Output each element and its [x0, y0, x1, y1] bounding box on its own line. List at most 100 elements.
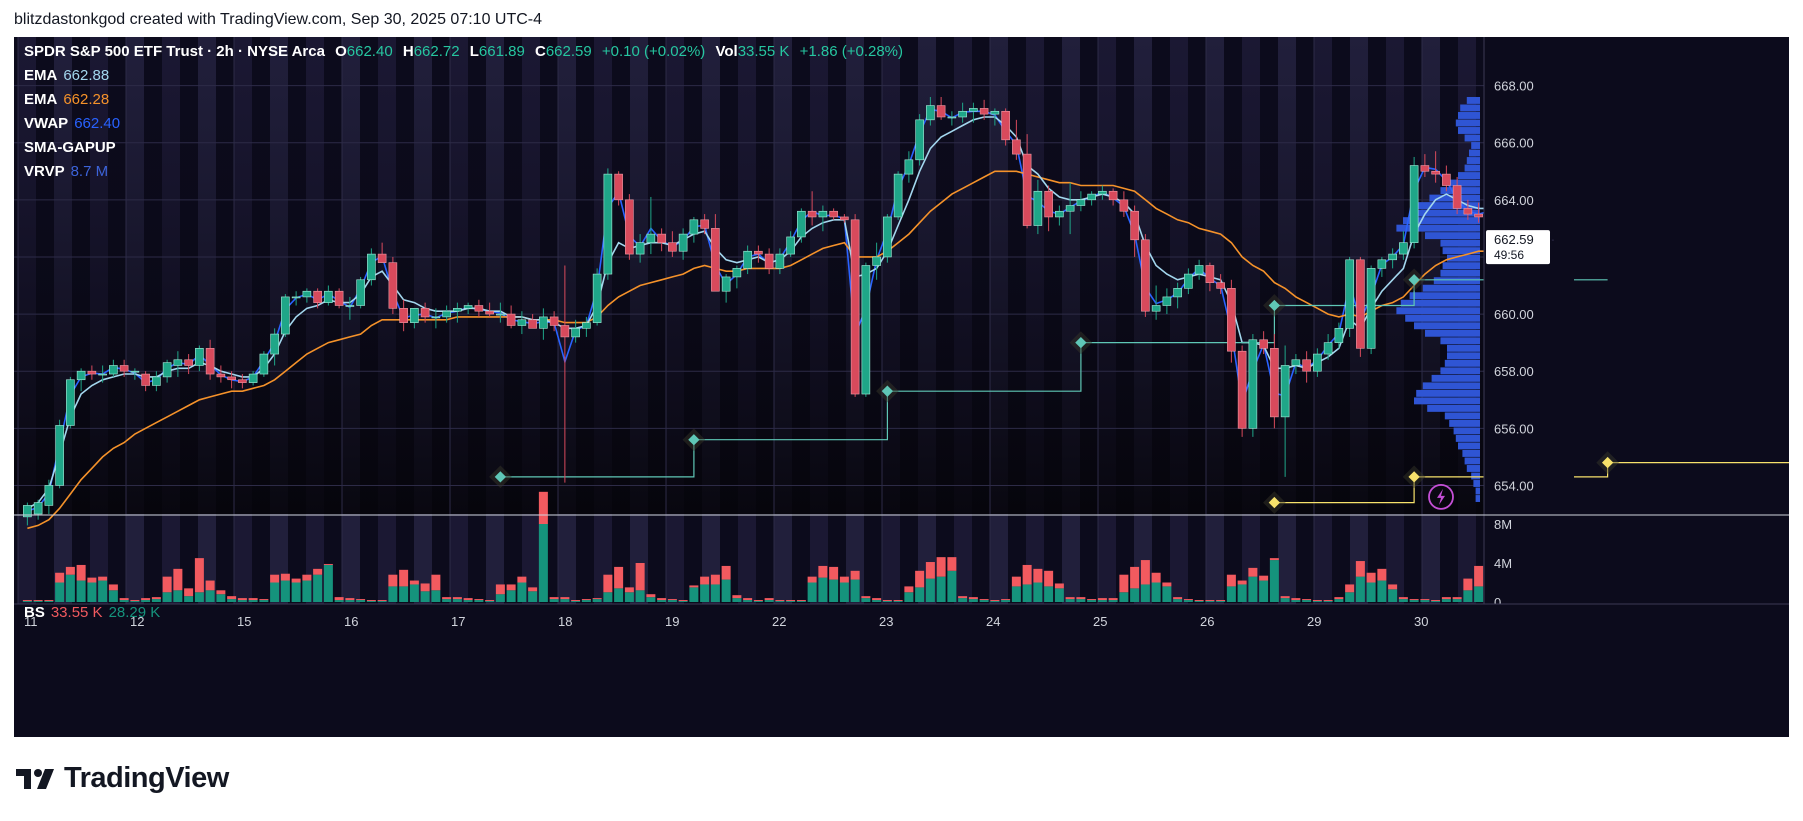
candle-body [560, 325, 570, 338]
time-tick-label: 17 [451, 614, 465, 629]
volume-profile-bar [1471, 142, 1480, 149]
candle-body [904, 159, 914, 175]
volume-profile-bar [1400, 299, 1480, 307]
sell-volume-bar [1420, 599, 1430, 601]
candle-body [775, 253, 785, 269]
sell-volume-bar [517, 576, 527, 583]
volume-profile-bar [1466, 96, 1480, 104]
indicator-sma-gapup[interactable]: SMA-GAPUP [24, 139, 122, 156]
low-label: L [469, 43, 479, 60]
buy-volume-bar [990, 601, 1000, 602]
buy-volume-bar [1216, 601, 1226, 602]
buy-volume-bar [463, 600, 473, 602]
tradingview-logo[interactable]: TradingView [16, 762, 229, 795]
sell-volume-bar [356, 599, 366, 601]
buy-volume-bar [1431, 601, 1441, 602]
buy-volume-bar [1388, 589, 1398, 602]
sell-volume-bar [872, 598, 882, 601]
volume-profile-bar [1414, 397, 1480, 405]
candle-body [764, 253, 774, 269]
sma-gapup-marker [494, 471, 507, 483]
sell-volume-bar [764, 598, 774, 601]
sell-volume-bar [495, 584, 505, 595]
chart-frame[interactable]: 654.00656.00658.00660.00662.00664.00666.… [14, 37, 1789, 737]
sell-volume-bar [65, 566, 75, 575]
sell-volume-bar [194, 558, 204, 593]
buy-volume-bar [1280, 598, 1290, 602]
last-price-value: 662.59 [1494, 232, 1534, 247]
buy-volume-bar [1044, 586, 1054, 602]
buy-volume-bar [1452, 599, 1462, 602]
candle-body [893, 173, 903, 218]
candle-body [678, 233, 688, 252]
candle-body [281, 296, 290, 335]
volume-profile-bar [1422, 284, 1480, 292]
candle-body [345, 305, 355, 307]
candle-body [1044, 190, 1053, 218]
sell-volume-bar [452, 597, 462, 600]
price-tick-label: 664.00 [1494, 193, 1534, 208]
buy-volume-bar [786, 601, 796, 602]
candle-body [1055, 210, 1064, 218]
candle-body [614, 173, 623, 201]
sell-volume-bar [646, 594, 656, 598]
indicator-ema-fast[interactable]: EMA 662.88 [24, 67, 115, 84]
sell-volume-bar [925, 562, 935, 579]
candle-body [356, 279, 365, 306]
buy-volume-bar [893, 601, 903, 602]
candle-body [485, 310, 494, 315]
indicator-name: BS [24, 604, 45, 621]
buy-volume-bar [44, 601, 54, 602]
sell-volume-bar [1183, 599, 1193, 601]
sma-gapup-line [500, 279, 1608, 478]
candle-body [195, 348, 204, 366]
sell-volume-bar [786, 600, 796, 602]
price-tick-label: 658.00 [1494, 364, 1534, 379]
sell-volume-bar [216, 590, 226, 595]
indicator-bs[interactable]: BS 33.55 K 28.29 K [24, 604, 166, 621]
buy-volume-bar [1463, 590, 1473, 602]
volume-label: Vol [715, 43, 738, 60]
sell-volume-bar [162, 576, 172, 593]
candle-body [1399, 242, 1408, 255]
buy-volume-bar [1087, 600, 1097, 602]
buy-volume-bar [377, 601, 387, 602]
buy-volume-bar [1151, 582, 1161, 602]
candle-body [517, 319, 527, 326]
indicator-vrvp[interactable]: VRVP 8.7 M [24, 163, 114, 180]
buy-volume-bar [710, 584, 720, 602]
volume-profile-bar [1475, 495, 1480, 502]
sma-gapup-marker [1408, 274, 1420, 286]
chart-canvas[interactable]: 654.00656.00658.00660.00662.00664.00666.… [14, 37, 1789, 737]
volume-profile-bar [1464, 134, 1480, 142]
buy-volume-bar [861, 598, 871, 602]
sell-volume-bar [1011, 576, 1021, 587]
symbol-label[interactable]: SPDR S&P 500 ETF Trust · 2h · NYSE Arca [24, 43, 325, 60]
sell-volume-bar [1097, 598, 1107, 601]
buy-volume-bar [1237, 584, 1247, 602]
candle-body [539, 316, 548, 329]
candle-body [1259, 339, 1268, 349]
candle-body [1323, 342, 1333, 355]
sell-volume-bar [366, 600, 376, 602]
buy-volume-bar [1194, 601, 1204, 602]
volume-profile-bar [1475, 487, 1480, 495]
open-label: O [335, 43, 347, 60]
sell-volume-bar [44, 600, 54, 602]
change-value: +0.10 (+0.02%) [601, 43, 706, 60]
sell-volume-bar [721, 565, 731, 580]
indicator-vwap[interactable]: VWAP 662.40 [24, 115, 126, 132]
indicator-ema-slow[interactable]: EMA 662.28 [24, 91, 115, 108]
sell-volume-bar [184, 588, 194, 597]
sell-volume-bar [549, 597, 559, 600]
candle-body [1173, 288, 1182, 298]
buy-volume-bar [1355, 576, 1365, 602]
buy-volume-bar [517, 582, 527, 602]
candle-body [700, 219, 709, 229]
indicator-name: VRVP [24, 163, 65, 180]
volume-profile-bar [1466, 157, 1480, 164]
candle-body [1216, 282, 1225, 289]
buy-volume-bar [130, 601, 140, 602]
buy-volume-bar [76, 580, 86, 602]
